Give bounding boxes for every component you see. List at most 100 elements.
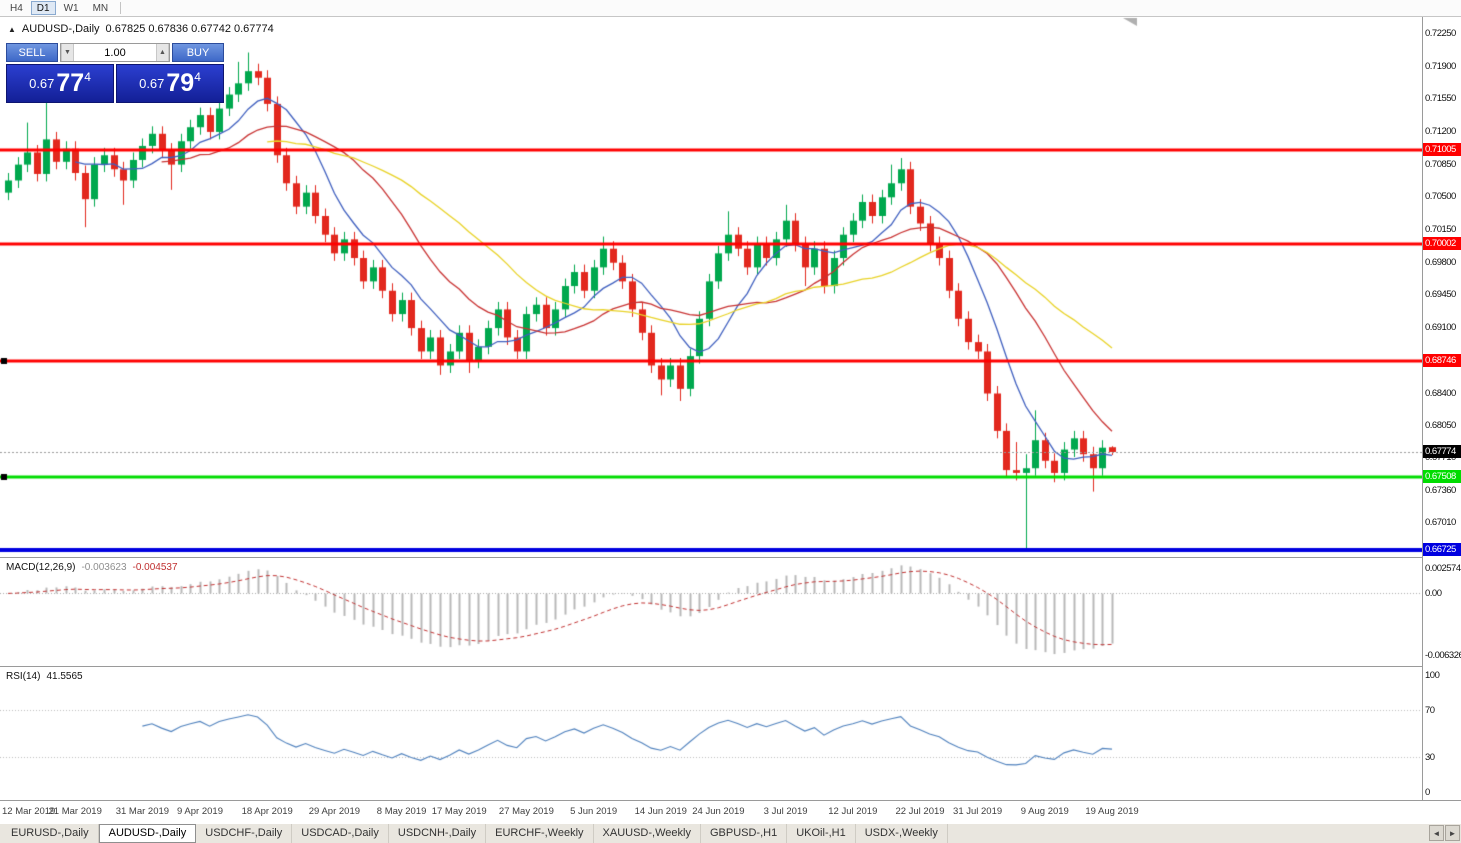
macd-axis-label: 0.002574 [1425,563,1461,575]
macd-indicator-label: MACD(12,26,9) -0.003623 -0.004537 [6,562,178,573]
date-axis-label: 17 May 2019 [431,806,487,817]
price-axis-label: 0.69800 [1425,256,1456,268]
timeframe-h4-button[interactable]: H4 [4,1,29,15]
macd-signal-value: -0.004537 [132,562,178,573]
price-axis-label: 0.67360 [1425,484,1456,496]
date-axis-label: 18 Apr 2019 [241,806,293,817]
buy-price-display: 0.67 79 4 [116,64,224,103]
sell-price-pips: 77 [56,69,85,97]
hline-price-tag: 0.67508 [1423,469,1461,483]
sell-button[interactable]: SELL [6,43,58,62]
buy-price-prefix: 0.67 [139,76,165,91]
timeframe-toolbar: H4 D1 W1 MN [0,0,1461,17]
price-axis-label: 0.72250 [1425,27,1456,39]
rsi-axis-label: 100 [1425,670,1440,681]
tab-scroll-right-button[interactable]: ► [1445,825,1460,841]
price-axis-label: 0.71900 [1425,60,1456,72]
chart-tab-audusd-daily[interactable]: AUDUSD-,Daily [98,824,197,843]
rsi-indicator-pane: RSI(14) 41.5565 [0,666,1422,800]
macd-canvas [0,558,1422,666]
date-axis-label: 3 Jul 2019 [763,806,808,817]
chart-ohlc-values: 0.67825 0.67836 0.67742 0.67774 [105,23,274,35]
volume-decrease-icon[interactable]: ▼ [61,44,74,61]
hline-price-tag: 0.68746 [1423,354,1461,368]
macd-indicator-pane: MACD(12,26,9) -0.003623 -0.004537 [0,557,1422,666]
chart-tab-usdchf-daily[interactable]: USDCHF-,Daily [196,824,293,843]
chart-tab-eurchf-weekly[interactable]: EURCHF-,Weekly [486,824,594,843]
date-axis-label: 12 Mar 2019 [2,806,56,817]
timeframe-w1-button[interactable]: W1 [58,1,85,15]
date-axis-label: 14 Jun 2019 [634,806,687,817]
price-axis-label: 0.70850 [1425,158,1456,170]
rsi-axis-label: 0 [1425,787,1430,798]
hline-price-tag: 0.71005 [1423,143,1461,157]
buy-price-point: 4 [194,69,201,84]
hline-price-tag: 0.66725 [1423,542,1461,556]
date-axis-label: 9 Apr 2019 [177,806,223,817]
one-click-panel-toggle-icon[interactable]: ▲ [8,24,16,34]
date-axis-label: 12 Jul 2019 [828,806,878,817]
price-axis-label: 0.67010 [1425,517,1456,529]
chart-tab-eurusd-daily[interactable]: EURUSD-,Daily [2,824,99,843]
volume-increase-icon[interactable]: ▲ [156,44,169,61]
current-price-tag: 0.67774 [1423,444,1461,458]
date-axis-label: 24 Jun 2019 [692,806,745,817]
date-axis-label: 9 Aug 2019 [1020,806,1069,817]
date-axis-label: 21 Mar 2019 [48,806,102,817]
macd-main-value: -0.003623 [81,562,127,573]
price-axis-label: 0.68050 [1425,420,1456,432]
tab-scroll-left-button[interactable]: ◄ [1429,825,1444,841]
rsi-name: RSI(14) [6,671,41,682]
rsi-axis-label: 70 [1425,705,1435,717]
sell-price-prefix: 0.67 [29,76,55,91]
date-axis-label: 8 May 2019 [376,806,427,817]
one-click-trade-panel: SELL ▼ ▲ BUY 0.67 77 4 0.67 [6,43,224,103]
rsi-canvas [0,667,1422,800]
volume-box: ▼ ▲ [60,43,170,62]
date-axis-label: 19 Aug 2019 [1085,806,1139,817]
price-chart-pane: ▲ AUDUSD-,Daily 0.67825 0.67836 0.67742 … [0,17,1422,557]
toolbar-separator [120,2,122,14]
chart-tab-usdcnh-daily[interactable]: USDCNH-,Daily [389,824,487,843]
macd-axis-label: 0.00 [1425,588,1442,600]
rsi-indicator-label: RSI(14) 41.5565 [6,671,83,682]
chart-tab-strip: EURUSD-,Daily AUDUSD-,Daily USDCHF-,Daily U… [0,824,948,843]
date-axis-label: 29 Apr 2019 [308,806,361,817]
price-chart-canvas[interactable] [0,17,1422,557]
chart-tab-xauusd-weekly[interactable]: XAUUSD-,Weekly [594,824,701,843]
price-axis-label: 0.71200 [1425,125,1456,137]
price-axis-label: 0.68400 [1425,387,1456,399]
sell-price-display: 0.67 77 4 [6,64,114,103]
chart-window: ▲ AUDUSD-,Daily 0.67825 0.67836 0.67742 … [0,17,1461,823]
tab-scroll-buttons: ◄ ► [1429,825,1460,841]
date-axis[interactable]: 12 Mar 2019 21 Mar 2019 31 Mar 2019 9 Apr 2… [0,800,1461,823]
chart-ohlc-header: ▲ AUDUSD-,Daily 0.67825 0.67836 0.67742 … [8,23,274,35]
price-axis-label: 0.69100 [1425,322,1456,334]
date-axis-label: 27 May 2019 [498,806,554,817]
macd-axis-label: -0.006326 [1425,650,1461,662]
chart-tab-usdx-weekly[interactable]: USDX-,Weekly [856,824,948,843]
price-axis-label: 0.70500 [1425,191,1456,203]
date-axis-label: 31 Mar 2019 [115,806,170,817]
chart-tab-usdcad-daily[interactable]: USDCAD-,Daily [292,824,389,843]
price-axis-label: 0.70150 [1425,224,1456,235]
timeframe-mn-button[interactable]: MN [87,1,115,15]
chart-tab-bar: EURUSD-,Daily AUDUSD-,Daily USDCHF-,Daily U… [0,824,1461,843]
date-axis-label: 5 Jun 2019 [570,806,618,817]
price-axis-label: 0.69450 [1425,289,1456,301]
price-axis[interactable]: 0.72250 0.71900 0.71550 0.71200 0.70850 0.705… [1422,17,1461,800]
rsi-value: 41.5565 [46,671,83,682]
chart-symbol-label: AUDUSD-,Daily [21,23,100,35]
chart-tab-gbpusd-h1[interactable]: GBPUSD-,H1 [701,824,788,843]
macd-name: MACD(12,26,9) [6,562,76,573]
volume-input[interactable] [74,44,156,61]
price-axis-label: 0.71550 [1425,93,1456,105]
chart-tab-ukoil-h1[interactable]: UKOil-,H1 [787,824,856,843]
buy-price-pips: 79 [166,69,195,97]
hline-price-tag: 0.70002 [1423,236,1461,250]
sell-price-point: 4 [84,69,91,84]
buy-button[interactable]: BUY [172,43,224,62]
timeframe-d1-button[interactable]: D1 [30,1,56,15]
rsi-axis-label: 30 [1425,751,1435,763]
